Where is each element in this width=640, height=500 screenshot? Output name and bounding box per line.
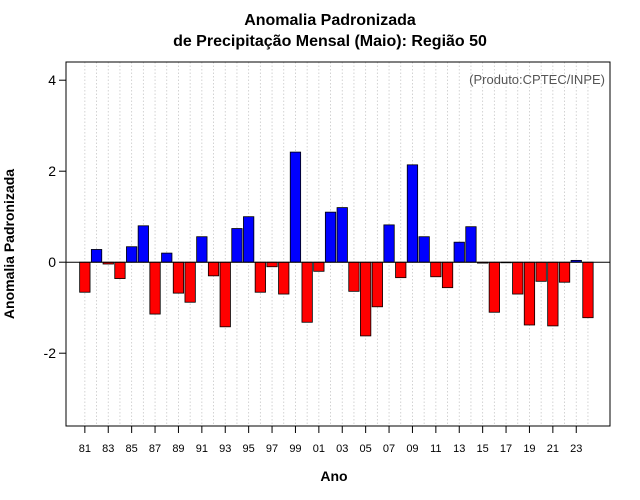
x-tick-label: 09 xyxy=(406,443,418,455)
bar-1997 xyxy=(266,261,278,268)
bar-2019 xyxy=(523,261,536,326)
x-tick-label: 15 xyxy=(477,443,489,455)
y-tick-label: -2 xyxy=(44,345,57,361)
bar-2009 xyxy=(406,164,419,263)
bar-2012 xyxy=(441,261,454,289)
x-tick-label: 19 xyxy=(523,443,535,455)
bar-1998 xyxy=(278,261,290,295)
x-tick-label: 99 xyxy=(289,443,301,455)
bar-2020 xyxy=(535,261,547,282)
x-tick-label: 03 xyxy=(336,443,348,455)
bar-2011 xyxy=(430,261,442,278)
bar-2013 xyxy=(453,241,465,263)
bar-2008 xyxy=(395,261,407,279)
x-tick-label: 13 xyxy=(453,443,465,455)
x-tick-label: 11 xyxy=(430,443,441,455)
x-tick-label: 81 xyxy=(79,443,91,455)
plot-frame xyxy=(65,61,611,427)
x-axis-title: Ano xyxy=(320,468,347,484)
x-tick-label: 93 xyxy=(219,443,231,455)
chart-subtitle: de Precipitação Mensal (Maio): Região 50 xyxy=(173,33,487,50)
bar-2007 xyxy=(383,224,395,263)
x-tick-label: 23 xyxy=(570,443,582,455)
bar-1999 xyxy=(289,151,302,263)
bar-2000 xyxy=(301,261,313,323)
bar-1984 xyxy=(114,261,126,279)
y-tick-label: 0 xyxy=(48,254,56,270)
bar-2003 xyxy=(336,207,348,263)
bar-1989 xyxy=(172,261,185,294)
x-tick-label: 85 xyxy=(126,443,138,455)
bar-1994 xyxy=(231,228,243,263)
bar-1985 xyxy=(126,246,138,263)
y-axis-title: Anomalia Padronizada xyxy=(1,169,17,319)
bar-2021 xyxy=(547,261,559,327)
x-tick-label: 07 xyxy=(383,443,395,455)
x-tick-label: 95 xyxy=(243,443,255,455)
x-tick-label: 21 xyxy=(547,443,559,455)
bar-1981 xyxy=(79,261,91,293)
bar-2001 xyxy=(313,261,325,272)
x-tick-label: 91 xyxy=(196,443,208,455)
bar-1991 xyxy=(196,236,208,263)
bar-2016 xyxy=(488,261,500,313)
bar-1992 xyxy=(207,261,220,277)
bar-1990 xyxy=(184,261,196,303)
bars xyxy=(79,151,594,337)
bar-1988 xyxy=(161,252,173,263)
y-tick-label: 4 xyxy=(48,72,56,88)
bar-2018 xyxy=(512,261,524,295)
bar-2010 xyxy=(418,236,430,263)
x-axis: 81 83 85 87 89 91 93 95 97 99 01 03 05 07 09 11 13 15 17 19… xyxy=(79,426,582,455)
bar-1993 xyxy=(219,261,231,328)
bar-2014 xyxy=(465,226,477,263)
bar-1996 xyxy=(254,261,266,293)
x-tick-label: 89 xyxy=(172,443,184,455)
bar-2024 xyxy=(582,261,594,319)
x-tick-label: 17 xyxy=(500,443,512,455)
bar-1987 xyxy=(149,261,161,315)
x-tick-label: 97 xyxy=(266,443,278,455)
x-tick-label: 05 xyxy=(360,443,372,455)
credit-label: (Produto:CPTEC/INPE) xyxy=(469,72,605,87)
bar-2005 xyxy=(360,261,372,337)
bar-1986 xyxy=(137,225,149,263)
x-tick-label: 83 xyxy=(102,443,114,455)
bar-2006 xyxy=(371,261,383,308)
chart-title: Anomalia Padronizada xyxy=(244,12,416,29)
bar-1995 xyxy=(243,216,255,263)
bar-1982 xyxy=(90,249,103,263)
x-tick-label: 01 xyxy=(313,443,325,455)
bar-2002 xyxy=(324,211,337,263)
bar-2004 xyxy=(348,261,360,292)
gridlines xyxy=(84,62,589,426)
y-tick-label: 2 xyxy=(48,163,56,179)
x-tick-label: 87 xyxy=(149,443,161,455)
bar-2022 xyxy=(558,261,571,283)
y-axis: -2 0 2 4 xyxy=(44,72,66,361)
